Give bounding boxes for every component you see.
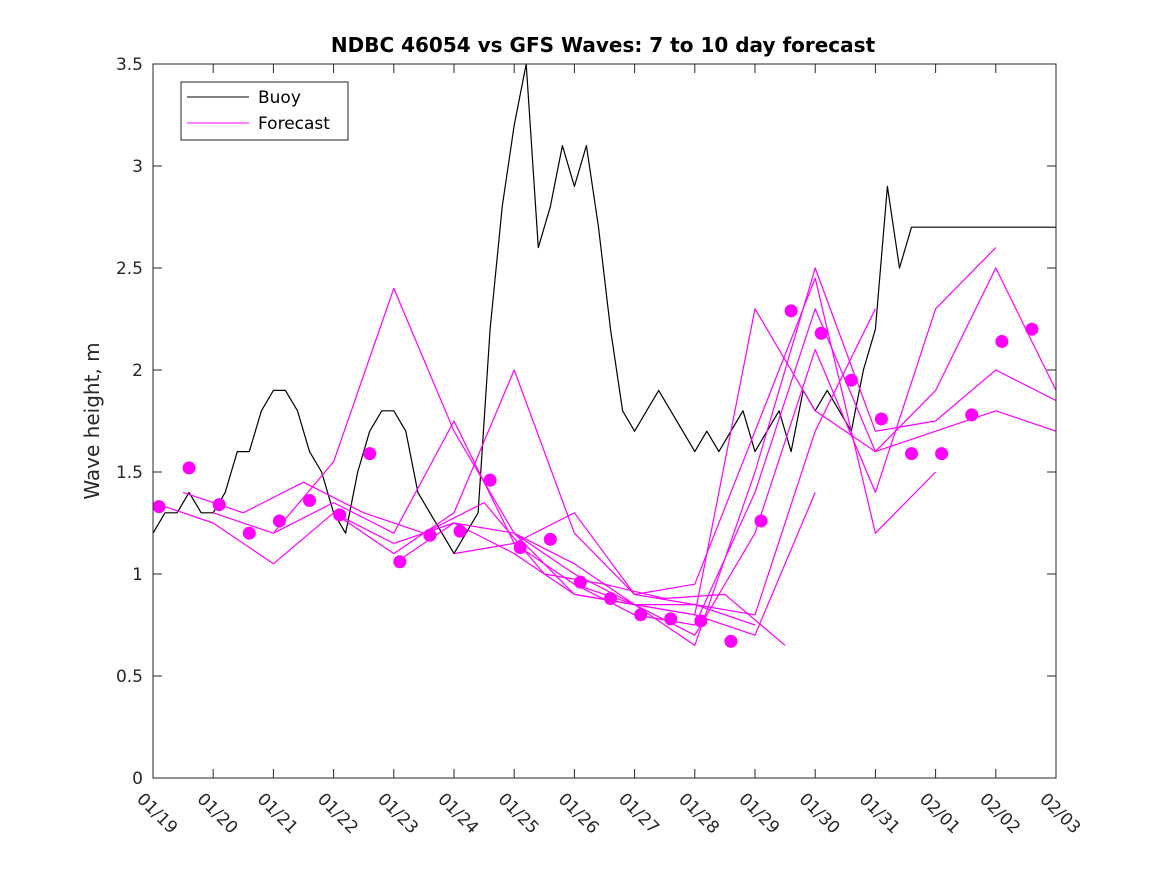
y-tick-label: 3.5: [116, 55, 143, 75]
forecast-point: [363, 447, 377, 461]
forecast-point: [242, 526, 256, 540]
forecast-point: [212, 498, 226, 512]
forecast-point: [935, 447, 949, 461]
legend-box: [180, 81, 349, 141]
series-layer: [152, 63, 1057, 648]
x-tick-label: 01/20: [193, 789, 242, 838]
x-tick-label: 01/22: [313, 789, 362, 838]
series-line-buoy: [152, 63, 1056, 555]
forecast-point: [754, 514, 768, 528]
forecast-point: [844, 373, 858, 387]
forecast-point: [573, 575, 587, 589]
x-tick-label: 01/19: [132, 789, 181, 838]
forecast-point: [333, 508, 347, 522]
forecast-point: [152, 500, 166, 514]
x-tick-label: 01/26: [554, 789, 603, 838]
legend-label-forecast: Forecast: [258, 114, 330, 134]
forecast-point: [784, 304, 798, 318]
y-tick-label: 1: [132, 565, 143, 585]
x-tick-label: 01/27: [614, 789, 663, 838]
forecast-point: [604, 591, 618, 605]
forecast-point: [814, 326, 828, 340]
x-tick-label: 01/30: [795, 789, 844, 838]
forecast-point: [393, 555, 407, 569]
x-tick-label: 01/28: [674, 789, 723, 838]
forecast-point: [874, 412, 888, 426]
x-tick-label: 01/24: [433, 789, 482, 838]
x-tick-label: 02/02: [975, 789, 1024, 838]
series-line-forecast-2: [182, 481, 786, 646]
forecast-point: [995, 334, 1009, 348]
chart-title: NDBC 46054 vs GFS Waves: 7 to 10 day for…: [331, 33, 876, 57]
y-axis: 0 0.5 1 1.5 2 2.5 3 3.5: [116, 55, 1056, 789]
forecast-point: [543, 532, 557, 546]
forecast-point: [694, 614, 708, 628]
forecast-point: [182, 461, 196, 475]
forecast-point: [634, 608, 648, 622]
y-tick-label: 1.5: [116, 463, 143, 483]
y-axis-label: Wave height, m: [80, 342, 104, 499]
legend: Buoy Forecast: [180, 81, 349, 141]
y-tick-label: 3: [132, 157, 143, 177]
plot-area: [153, 64, 1056, 778]
forecast-point: [453, 524, 467, 538]
forecast-point: [303, 494, 317, 508]
series-line-forecast-4: [273, 308, 876, 616]
x-tick-label: 01/23: [373, 789, 422, 838]
y-tick-label: 2.5: [116, 259, 143, 279]
forecast-point: [423, 528, 437, 542]
x-tick-label: 02/01: [915, 789, 964, 838]
forecast-point: [724, 634, 738, 648]
series-line-forecast-9: [574, 267, 1057, 616]
y-tick-label: 0: [132, 769, 143, 789]
legend-label-buoy: Buoy: [258, 88, 301, 108]
x-tick-label: 01/21: [253, 789, 302, 838]
x-tick-label: 01/29: [734, 789, 783, 838]
y-tick-label: 0.5: [116, 667, 143, 687]
forecast-point: [272, 514, 286, 528]
x-tick-label: 02/03: [1035, 789, 1084, 838]
y-tick-label: 2: [132, 361, 143, 381]
forecast-point: [1025, 322, 1039, 336]
series-line-forecast-5: [333, 277, 937, 596]
x-tick-label: 01/31: [855, 789, 904, 838]
forecast-point: [965, 408, 979, 422]
forecast-point: [905, 447, 919, 461]
forecast-point: [483, 473, 497, 487]
x-tick-label: 01/25: [494, 789, 543, 838]
series-line-forecast-7: [453, 308, 1057, 626]
forecast-point: [513, 540, 527, 554]
plot-border: [152, 63, 1057, 779]
forecast-point: [664, 612, 678, 626]
